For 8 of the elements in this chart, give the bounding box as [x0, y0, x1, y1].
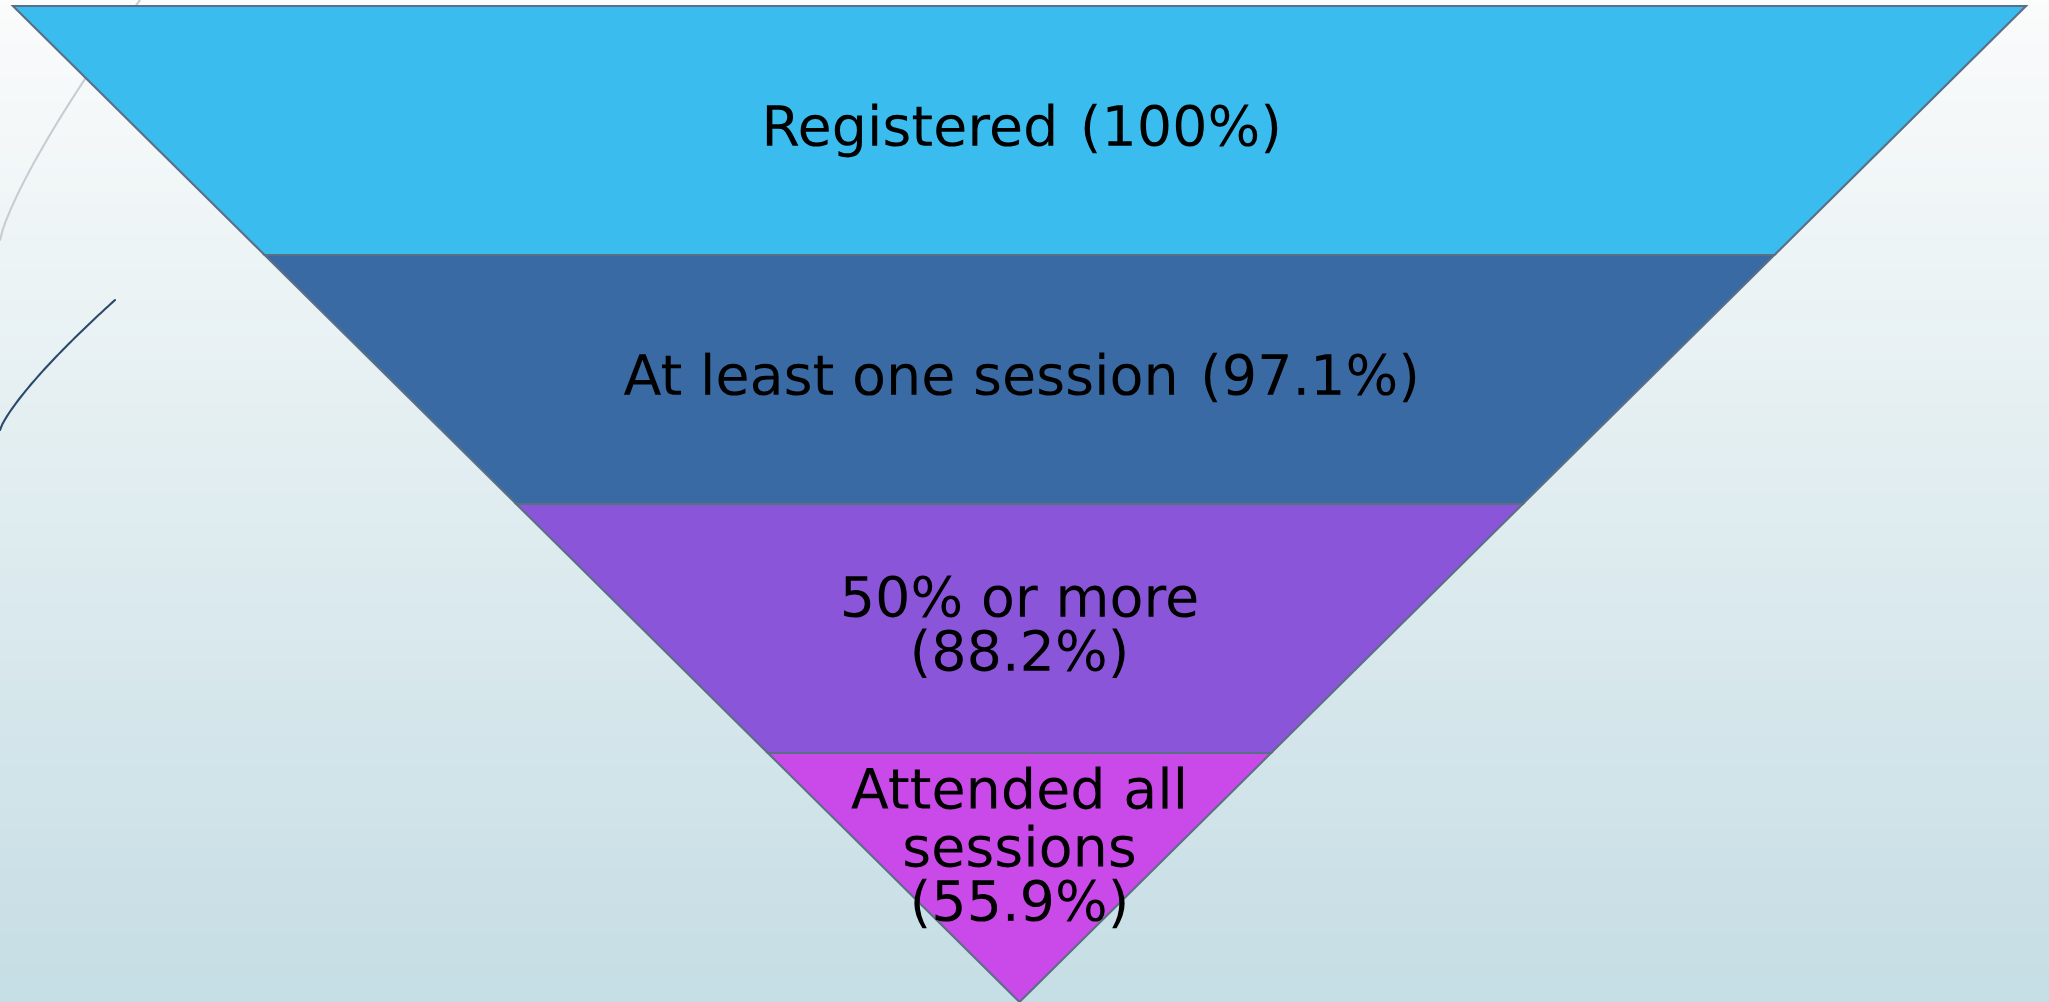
data-label: (55.9%) [914, 878, 1125, 929]
data-label: (100%) [1084, 103, 1278, 154]
category-label: At least one session [623, 352, 1174, 396]
category-label: Attended all sessions [851, 766, 1183, 868]
data-label: (88.2%) [914, 628, 1125, 679]
category-label: 50% or more [844, 575, 1197, 618]
category-label: Registered [766, 103, 1054, 158]
data-label: (97.1%) [1204, 352, 1416, 403]
